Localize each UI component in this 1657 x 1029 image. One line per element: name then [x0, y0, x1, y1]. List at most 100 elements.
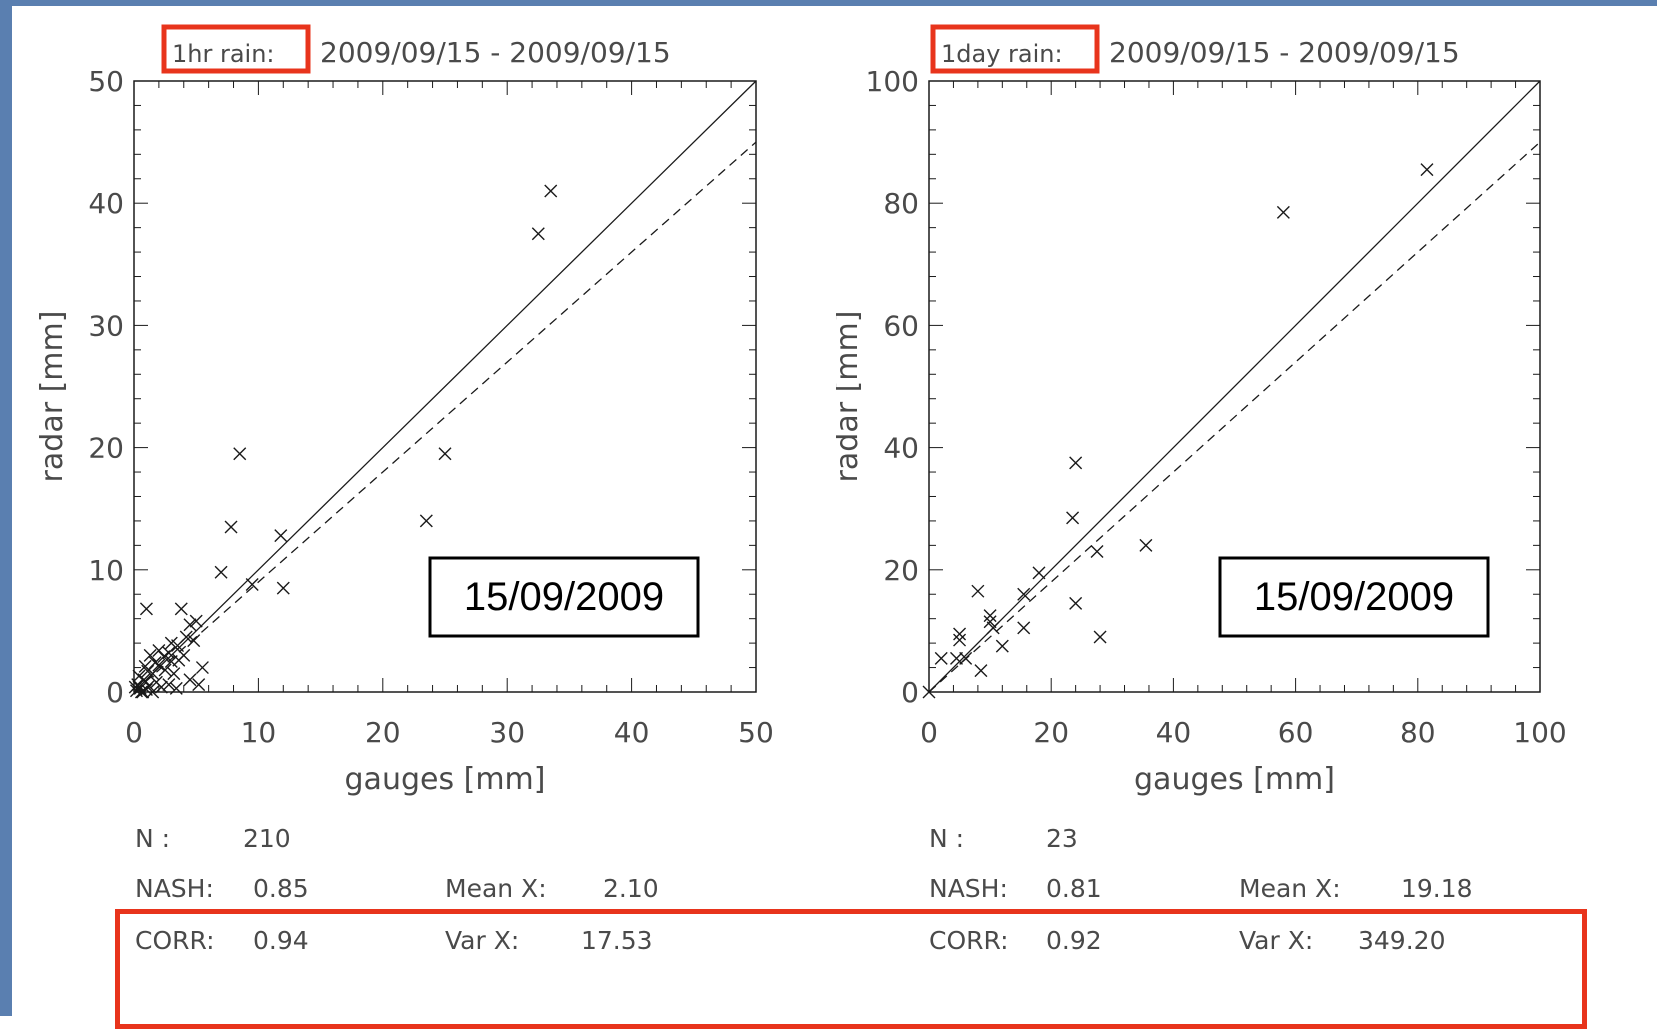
data-point-x-marker — [189, 614, 203, 628]
data-point-x-marker — [146, 685, 160, 699]
data-point-x-marker — [139, 602, 153, 616]
data-point-x-marker — [162, 678, 176, 692]
data-point-x-marker — [214, 565, 228, 579]
data-point-x-marker — [233, 447, 247, 461]
data-point-x-marker — [157, 650, 171, 664]
y-tick-label: 10 — [88, 554, 124, 587]
x-tick-label: 0 — [125, 716, 143, 749]
data-point-x-marker — [158, 663, 172, 677]
nash-label: NASH: — [135, 874, 214, 903]
data-point-x-marker — [169, 681, 183, 695]
title-highlight-box — [930, 24, 1100, 74]
y-tick-label: 0 — [106, 676, 124, 709]
one-to-one-line — [928, 80, 1541, 693]
y-axis-label: radar [mm] — [836, 311, 865, 483]
var-x-value: 17.53 — [581, 926, 653, 955]
data-point-x-marker — [152, 643, 166, 657]
date-badge-text: 15/09/2009 — [1254, 575, 1454, 619]
x-tick-label: 40 — [1156, 716, 1192, 749]
data-point-x-marker — [1139, 538, 1153, 552]
data-point-x-marker — [1017, 621, 1031, 635]
one-to-one-line — [133, 80, 757, 693]
x-tick-label: 40 — [614, 716, 650, 749]
hourly-rain-panel: 0 10 20 30 40 50 0 10 20 30 40 50 gauges [mm] radar [… — [12, 6, 832, 1016]
corr-label: CORR: — [929, 926, 1009, 955]
y-tick-label: 0 — [901, 676, 919, 709]
x-axis-label: gauges [mm] — [345, 762, 546, 797]
x-tick-label: 10 — [241, 716, 277, 749]
plot-frame — [928, 80, 1541, 693]
title-rain-period: 1hr rain: — [172, 40, 275, 68]
date-badge-box — [1218, 556, 1490, 638]
data-point-x-marker — [154, 680, 168, 694]
plot-frame — [133, 80, 757, 693]
data-point-x-marker — [531, 227, 545, 241]
data-point-x-marker — [983, 615, 997, 629]
data-point-x-marker — [971, 584, 985, 598]
data-point-x-marker — [950, 651, 963, 665]
data-point-x-marker — [192, 678, 206, 692]
data-point-x-marker — [143, 648, 157, 662]
data-point-x-marker — [922, 685, 936, 699]
nash-value: 0.85 — [253, 874, 309, 903]
data-point-x-marker — [438, 447, 452, 461]
y-tick-label: 20 — [88, 432, 124, 465]
data-point-x-marker — [544, 184, 558, 198]
daily-rain-panel: 0 20 40 60 80 100 0 20 40 60 80 100 gauges [mm] radar… — [836, 6, 1656, 1016]
var-x-value: 349.20 — [1358, 926, 1446, 955]
data-point-x-marker — [224, 520, 238, 534]
x-tick-label: 100 — [1513, 716, 1566, 749]
data-point-x-marker — [183, 673, 197, 687]
data-point-x-marker — [1093, 630, 1107, 644]
data-point-x-marker — [1066, 511, 1080, 525]
data-point-x-marker — [187, 634, 201, 648]
data-point-x-marker — [183, 618, 197, 632]
corr-value: 0.92 — [1046, 926, 1102, 955]
data-point-x-marker — [174, 602, 188, 616]
daily-rain-scatter-plot: 0 20 40 60 80 100 0 20 40 60 80 100 gauges [mm] radar… — [836, 24, 1567, 797]
data-point-x-marker — [167, 667, 181, 681]
nash-label: NASH: — [929, 874, 1008, 903]
data-point-x-marker — [1017, 587, 1031, 601]
date-badge-box — [428, 556, 700, 638]
x-tick-label: 20 — [1033, 716, 1069, 749]
n-label: N : — [929, 824, 965, 853]
corr-value: 0.94 — [253, 926, 309, 955]
mean-x-label: Mean X: — [445, 874, 547, 903]
data-point-x-marker — [1069, 596, 1083, 610]
stats-highlight-box — [115, 909, 1587, 1029]
data-point-x-marker — [419, 514, 433, 528]
n-value: 23 — [1046, 824, 1078, 853]
hourly-rain-scatter-plot: 0 10 20 30 40 50 0 10 20 30 40 50 gauges [mm] radar [… — [35, 24, 774, 797]
data-point-x-marker — [983, 609, 997, 623]
data-point-x-marker — [128, 680, 142, 694]
data-point-x-marker — [274, 529, 288, 543]
var-x-label: Var X: — [445, 926, 520, 955]
x-tick-label: 80 — [1400, 716, 1436, 749]
title-rain-period: 1day rain: — [941, 40, 1063, 68]
n-label: N : — [135, 824, 171, 853]
data-point-x-marker — [148, 656, 162, 670]
mean-x-label: Mean X: — [1239, 874, 1341, 903]
data-point-x-marker — [986, 621, 1000, 635]
y-tick-label: 40 — [88, 187, 124, 220]
data-point-x-marker — [1090, 544, 1104, 558]
y-tick-label: 60 — [883, 309, 919, 342]
data-point-x-marker — [959, 651, 973, 665]
date-badge-text: 15/09/2009 — [464, 575, 664, 619]
data-point-x-marker — [1032, 566, 1046, 580]
y-tick-label: 100 — [866, 65, 919, 98]
y-tick-label: 50 — [88, 65, 124, 98]
y-tick-label: 80 — [883, 187, 919, 220]
slide-left-frame-bar — [0, 0, 12, 1016]
nash-value: 0.81 — [1046, 874, 1102, 903]
data-point-x-marker — [974, 664, 988, 678]
x-tick-label: 50 — [738, 716, 774, 749]
x-tick-label: 60 — [1278, 716, 1314, 749]
y-tick-label: 30 — [88, 309, 124, 342]
dashed-reference-line — [133, 141, 757, 693]
data-point-x-marker — [934, 651, 948, 665]
data-point-x-marker — [1276, 205, 1290, 219]
data-point-x-marker — [953, 633, 967, 647]
dashed-reference-line — [928, 141, 1541, 693]
